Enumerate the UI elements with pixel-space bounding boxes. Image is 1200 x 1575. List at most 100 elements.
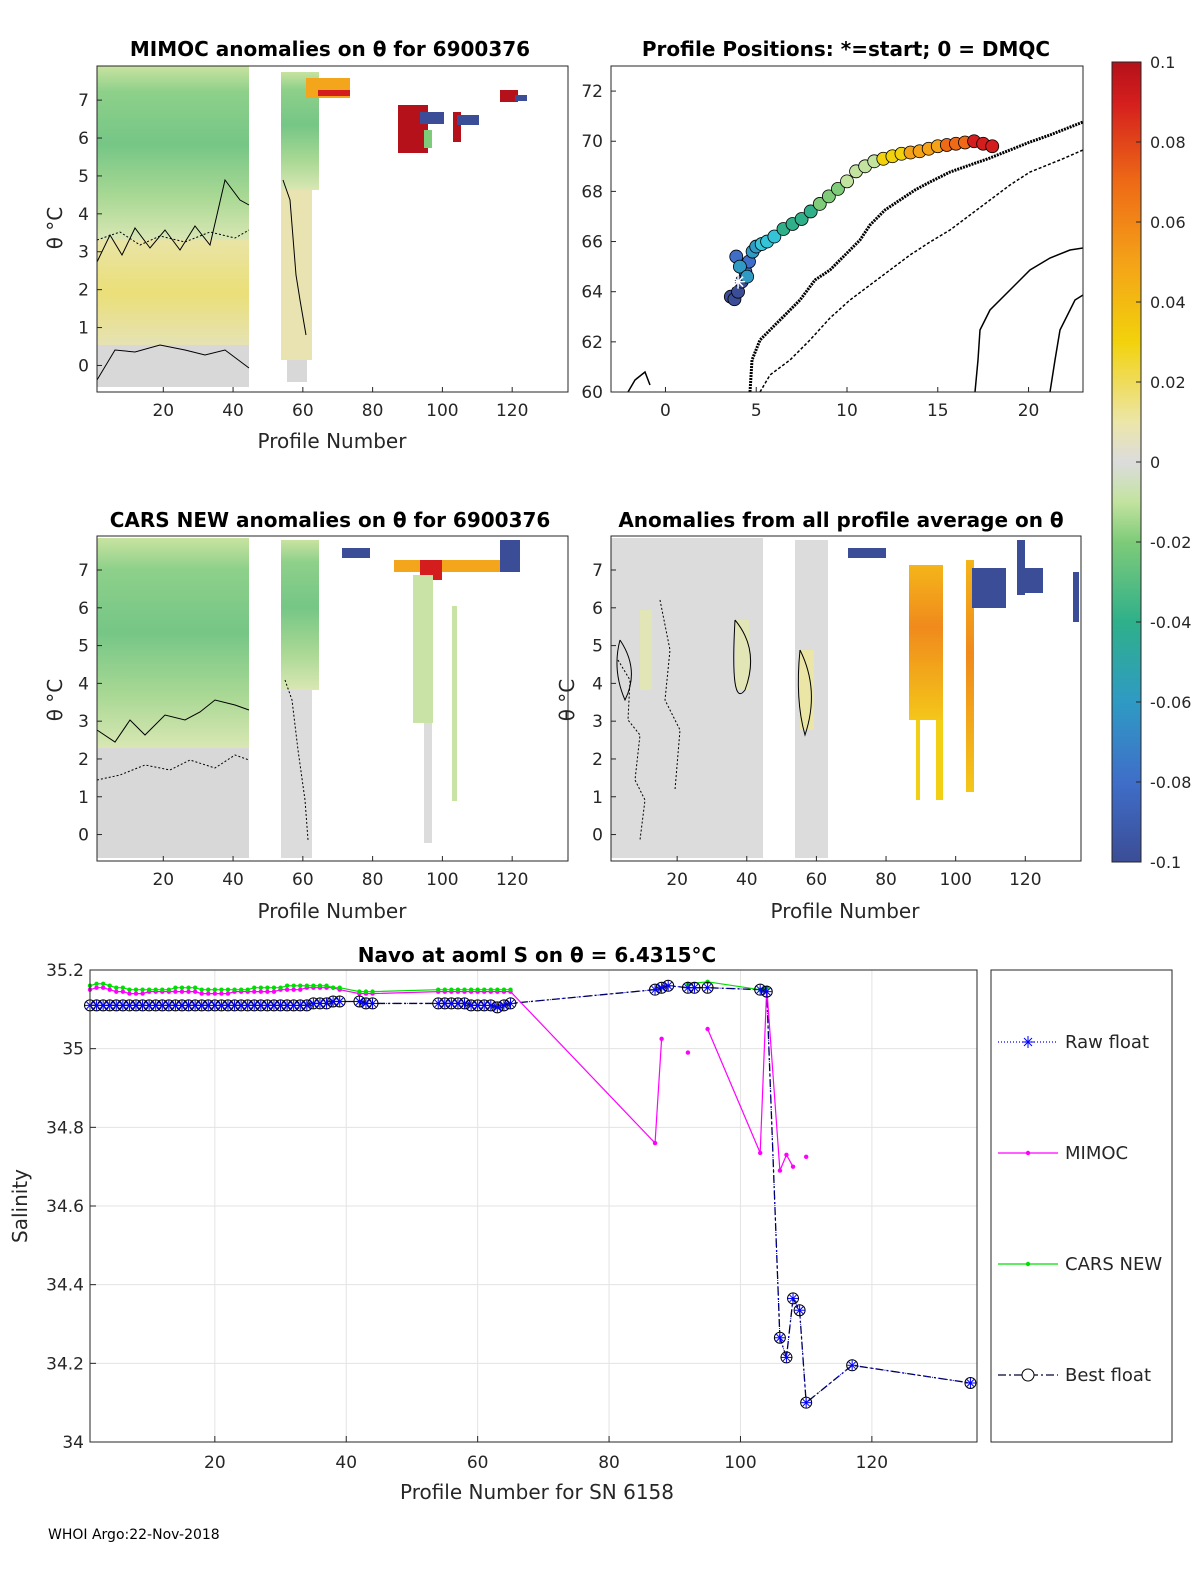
mimoc-contour-dotted (96, 229, 250, 246)
raw-float-point (117, 1000, 128, 1011)
cars-point (298, 983, 303, 988)
raw-float-point (794, 1305, 805, 1316)
best-float-point (662, 979, 675, 992)
mimoc-point (790, 1164, 796, 1169)
raw-float-point (144, 1000, 155, 1011)
mean-y-tick-label: 0 (592, 826, 603, 846)
raw-float-point (965, 1378, 976, 1388)
salinity-series (84, 979, 977, 1409)
mimoc-point (120, 989, 126, 994)
best-float-point (780, 1351, 793, 1364)
mimoc-point (784, 1152, 789, 1158)
cars-point (238, 987, 244, 992)
map-y-tick-label: 60 (581, 383, 603, 403)
salinity-y-tick-label: 34.4 (46, 1276, 84, 1296)
cars-point (133, 987, 139, 992)
salinity-panel: 20 40 60 80 100 120 3434.234.434.634.83535.2 … (8, 943, 978, 1504)
colorbar-tick-label: -0.02 (1150, 533, 1191, 552)
mean-contour-d (797, 649, 812, 737)
cars-point (94, 981, 99, 986)
mimoc-point (94, 985, 99, 990)
mean-x-tick-label: 20 (666, 870, 688, 890)
raw-float-point (91, 1000, 102, 1011)
salinity-title: Navo at aoml S on θ = 6.4315°C (358, 943, 716, 967)
cars-point (357, 989, 362, 994)
cars-point (449, 987, 454, 992)
raw-float-point (702, 982, 713, 993)
colorbar-tick-label: 0.1 (1150, 53, 1175, 72)
cars-y-tick-label: 6 (78, 599, 89, 619)
raw-float-point (176, 1000, 187, 1011)
raw-float-point (334, 996, 345, 1007)
mean-contour-c (733, 619, 752, 695)
map-x-tick-label: 15 (927, 401, 949, 421)
raw-float-point (222, 1000, 233, 1011)
raw-float-point (321, 998, 332, 1009)
cars-point (160, 987, 165, 992)
best-float-point (497, 999, 510, 1012)
mean-y-tick-label: 1 (592, 788, 603, 808)
cars-anomaly-field (97, 538, 520, 858)
raw-float-line (90, 985, 971, 1404)
mean-y-tick-label: 2 (592, 750, 603, 770)
cars-point (442, 987, 447, 992)
profile-position-point (812, 197, 827, 211)
mimoc-point (271, 989, 277, 994)
profile-position-point (740, 269, 755, 284)
mean-contour-b (659, 599, 681, 791)
colorbar-tick-label: 0 (1150, 453, 1160, 472)
legend-item: MIMOC (998, 1143, 1128, 1164)
mimoc-point (265, 989, 270, 994)
mean-y-tick-label: 3 (592, 712, 603, 732)
raw-float-point (485, 1000, 496, 1011)
profile-position-point (803, 204, 818, 219)
map-y-tick-label: 72 (581, 82, 603, 102)
cars-point (482, 987, 487, 992)
raw-float-point (157, 1000, 168, 1011)
profile-position-point (985, 139, 1000, 154)
mimoc-y-tick-label: 7 (78, 91, 89, 111)
mimoc-y-tick-label: 5 (78, 167, 89, 187)
mimoc-point (225, 991, 231, 996)
cars-x-tick-label: 40 (222, 870, 244, 890)
cars-point (265, 985, 270, 990)
mimoc-y-tick-label: 2 (78, 281, 89, 301)
raw-float-point (439, 998, 450, 1009)
mimoc-point (252, 989, 257, 994)
raw-float-point (847, 1360, 858, 1371)
mean-y-label: θ °C (555, 679, 579, 722)
raw-float-point (163, 1000, 174, 1011)
raw-float-point (367, 998, 378, 1009)
mimoc-point (757, 1150, 763, 1156)
map-x-ticks: 0 5 10 15 20 (660, 387, 1039, 421)
mimoc-point (140, 991, 145, 996)
cars-point (219, 987, 224, 992)
profile-position-point (831, 181, 845, 196)
map-x-tick-label: 5 (751, 401, 762, 421)
raw-float-point (650, 984, 661, 995)
mean-anomaly-panel: 20 40 60 80 100 120 0 1 2 3 4 5 6 7 Anomalies from a… (555, 508, 1082, 923)
best-float-point (655, 981, 668, 994)
cars-y-tick-label: 5 (78, 637, 89, 657)
raw-float-point (689, 982, 700, 993)
best-float-point (787, 1292, 800, 1305)
cars-point (120, 985, 126, 990)
cars-point (127, 987, 132, 992)
cars-point (232, 987, 237, 992)
mimoc-point (100, 985, 106, 990)
cars-point (462, 987, 467, 992)
cars-y-label: θ °C (43, 679, 67, 722)
cars-point (192, 985, 198, 990)
mimoc-point (284, 987, 290, 992)
start-marker-icon (731, 274, 746, 289)
mean-y-tick-label: 4 (592, 674, 603, 694)
salinity-y-tick-label: 34.6 (46, 1197, 84, 1217)
cars-point (370, 989, 375, 994)
colorbar-tick-label: 0.08 (1150, 133, 1186, 152)
mimoc-point (206, 991, 211, 996)
cars-point (107, 983, 112, 988)
cars-point (291, 983, 296, 988)
mimoc-x-tick-label: 100 (426, 401, 458, 421)
raw-float-point (209, 1000, 220, 1011)
mimoc-contour-col2 (282, 179, 307, 336)
